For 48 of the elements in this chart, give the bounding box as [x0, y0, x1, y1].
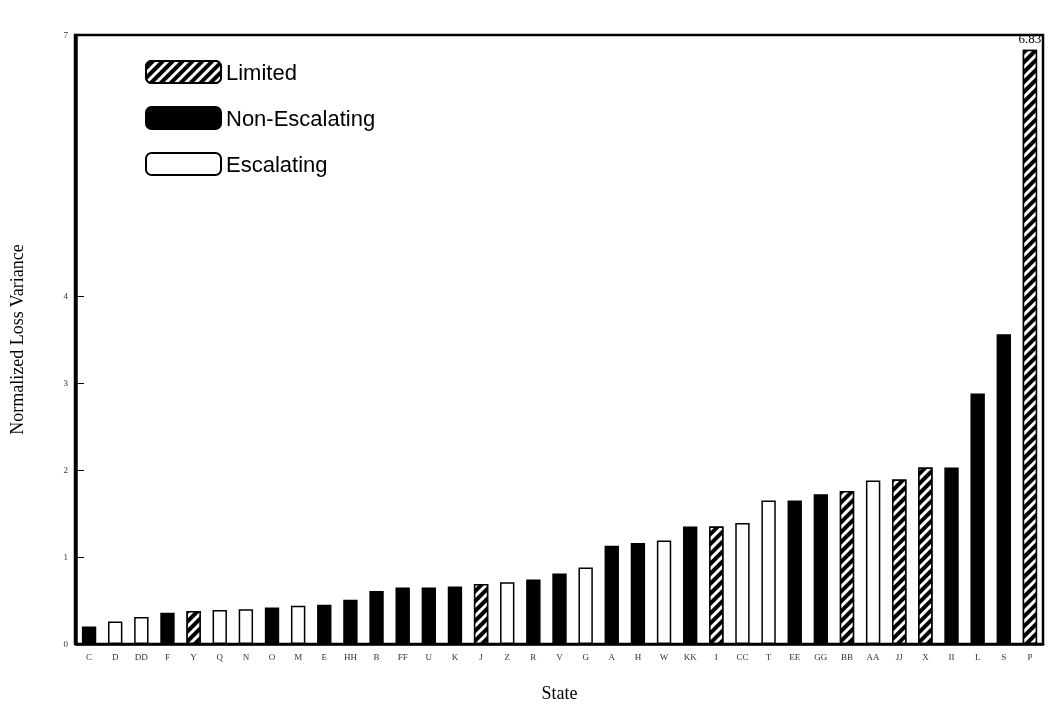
x-tick-label: JJ: [895, 651, 904, 662]
x-tick-label: EE: [789, 651, 801, 662]
legend-label: Non-Escalating: [226, 105, 376, 131]
x-tick-label: HH: [343, 651, 358, 662]
x-tick-label: CC: [736, 651, 749, 662]
y-axis-title: Normalized Loss Variance: [7, 244, 27, 435]
y-tick-label: 1: [63, 552, 68, 562]
y-tick-label: 4: [63, 291, 69, 301]
x-tick-label: A: [608, 651, 616, 662]
y-tick-label: 3: [63, 378, 69, 388]
x-tick-label: L: [974, 651, 981, 662]
x-axis-title: State: [541, 683, 578, 703]
x-tick-label: D: [111, 651, 119, 662]
x-tick-label: Y: [190, 651, 198, 662]
x-tick-label: FF: [397, 651, 408, 662]
x-tick-label: S: [1001, 651, 1007, 662]
x-tick-label: K: [451, 651, 459, 662]
y-tick-label: 2: [63, 465, 68, 475]
x-tick-label: J: [479, 651, 484, 662]
x-tick-label: B: [373, 651, 380, 662]
x-tick-label: II: [948, 651, 955, 662]
x-tick-label: U: [425, 651, 433, 662]
x-tick-label: AA: [866, 651, 881, 662]
x-tick-label: H: [634, 651, 642, 662]
x-tick-label: N: [242, 651, 250, 662]
x-tick-label: M: [294, 651, 303, 662]
x-tick-label: BB: [840, 651, 853, 662]
x-tick-label: Q: [216, 651, 224, 662]
x-tick-label: R: [530, 651, 537, 662]
x-tick-label: T: [765, 651, 772, 662]
x-tick-label: DD: [134, 651, 149, 662]
x-tick-label: KK: [683, 651, 698, 662]
x-tick-label: G: [582, 651, 590, 662]
legend-label: Escalating: [226, 151, 328, 177]
y-tick-label: 7: [63, 30, 69, 40]
x-tick-label: V: [556, 651, 564, 662]
x-tick-label: GG: [814, 651, 828, 662]
x-tick-label: O: [268, 651, 276, 662]
x-tick-label: I: [714, 651, 718, 662]
x-tick-label: W: [659, 651, 669, 662]
y-tick-label: 0: [63, 639, 69, 649]
x-tick-label: F: [164, 651, 170, 662]
x-tick-label: P: [1027, 651, 1033, 662]
x-tick-label: X: [922, 651, 930, 662]
x-tick-label: C: [86, 651, 93, 662]
x-tick-label: E: [321, 651, 328, 662]
x-tick-label: Z: [504, 651, 510, 662]
legend-label: Limited: [226, 59, 297, 85]
